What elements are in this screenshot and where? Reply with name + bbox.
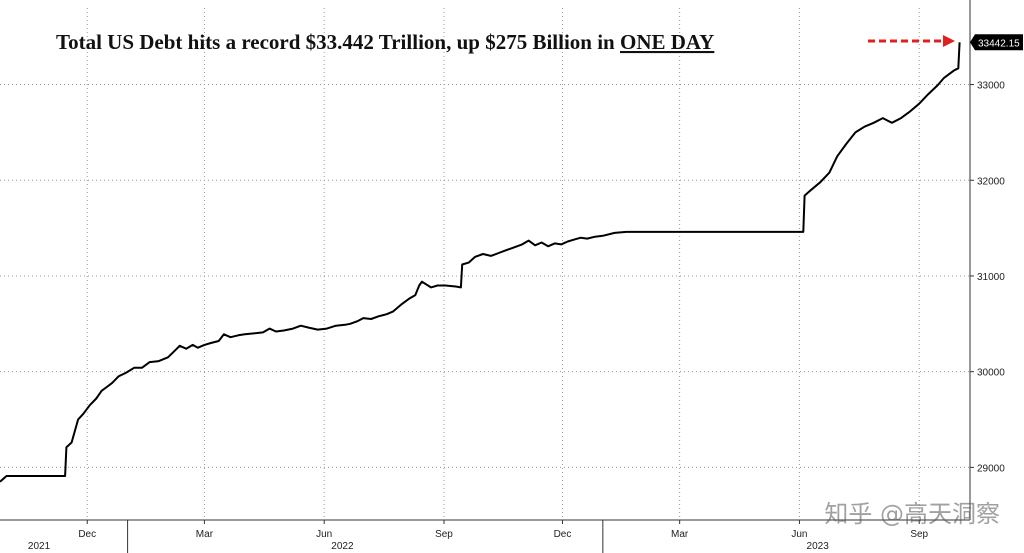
year-label: 2021 xyxy=(28,541,51,552)
y-axis-ticks: 29000 30000 31000 32000 33000 xyxy=(970,81,1005,474)
x-tick-label: Dec xyxy=(78,529,96,540)
last-value-box xyxy=(975,34,1023,51)
y-tick-label: 32000 xyxy=(977,176,1005,187)
last-value-pointer xyxy=(970,34,975,51)
x-tick-label: Mar xyxy=(196,529,214,540)
chart-title: Total US Debt hits a record $33.442 Tril… xyxy=(56,30,714,54)
x-tick-label: Dec xyxy=(554,529,572,540)
debt-series-line xyxy=(0,42,961,483)
x-axis-ticks: Dec Mar Jun Sep Dec Mar Jun Sep 2021 2022 2023 xyxy=(28,520,929,553)
x-tick-label: Sep xyxy=(910,529,928,540)
chart-title-emphasis: ONE DAY xyxy=(620,30,714,54)
y-tick-label: 29000 xyxy=(977,463,1005,474)
x-tick-label: Jun xyxy=(316,529,332,540)
grid-lines xyxy=(0,8,970,520)
year-label: 2023 xyxy=(807,541,830,552)
last-value-label: 33442.15 xyxy=(970,34,1023,51)
x-tick-label: Sep xyxy=(435,529,453,540)
chart-title-lead: Total US Debt hits a record $33.442 Tril… xyxy=(56,30,620,54)
x-tick-label: Mar xyxy=(671,529,689,540)
y-tick-label: 33000 xyxy=(977,81,1005,92)
y-tick-label: 30000 xyxy=(977,368,1005,379)
y-tick-label: 31000 xyxy=(977,272,1005,283)
x-tick-label: Jun xyxy=(791,529,807,540)
watermark-text: 知乎 @高天洞察 xyxy=(824,500,1000,528)
year-label: 2022 xyxy=(331,541,354,552)
red-arrow-icon xyxy=(868,35,955,47)
last-value-text: 33442.15 xyxy=(978,38,1020,49)
series-layer xyxy=(0,42,961,483)
axes xyxy=(0,0,971,521)
